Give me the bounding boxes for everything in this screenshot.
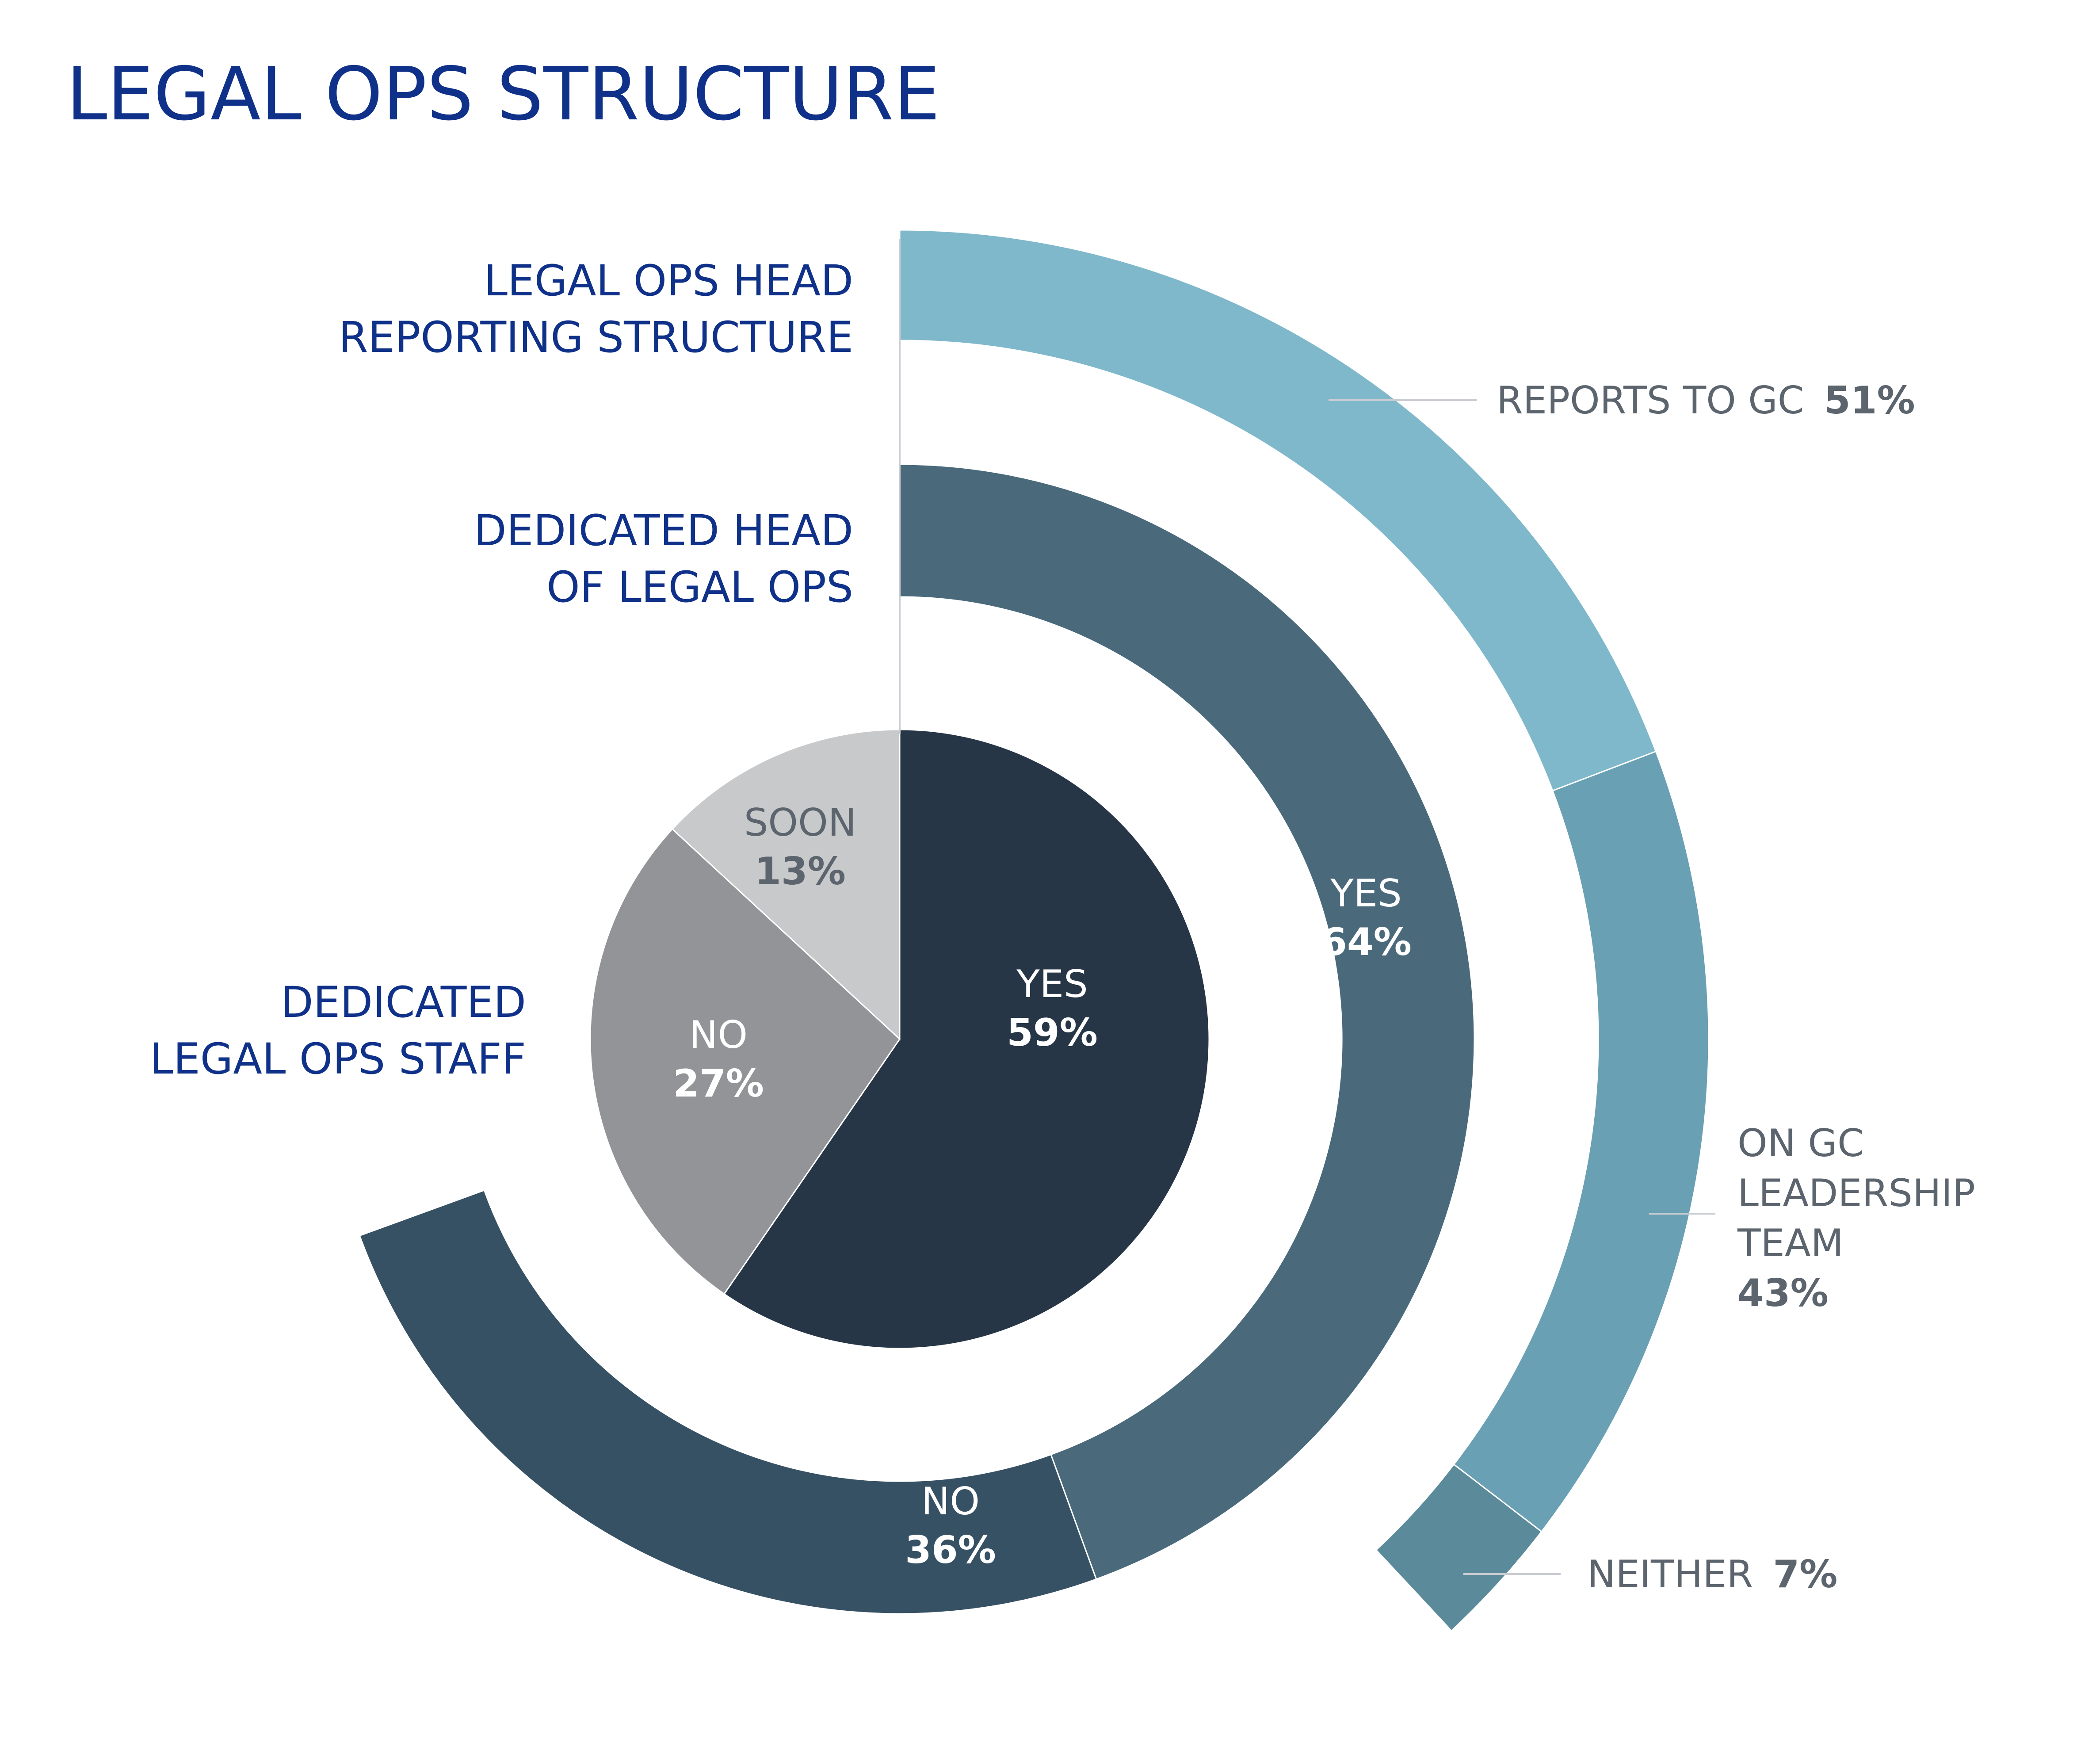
ring2-slice-no — [359, 1189, 1097, 1615]
label-reporting-structure: LEGAL OPS HEAD REPORTING STRUCTURE — [339, 256, 853, 362]
label-dedicated-staff: DEDICATED LEGAL OPS STAFF — [150, 978, 526, 1084]
head-yes-label: YES 64% — [1321, 871, 1412, 964]
chart-title: LEGAL OPS STRUCTURE — [66, 52, 940, 137]
reports-to-gc-label: REPORTS TO GC 51% — [1497, 378, 1915, 423]
staff-no-label: NO 27% — [673, 1013, 764, 1106]
ring1-slice-soon — [671, 729, 901, 1041]
head-no-label: NO 36% — [905, 1479, 996, 1572]
ring3-slice-reports-to-gc — [899, 229, 1657, 792]
ring3-slice-on-gc-leadership-team — [1453, 750, 1710, 1533]
staff-yes-label: YES 59% — [1007, 962, 1098, 1055]
label-dedicated-head: DEDICATED HEAD OF LEGAL OPS — [474, 506, 853, 612]
rings-group — [359, 229, 1710, 1632]
ring3-slice-neither — [1375, 1463, 1543, 1632]
ring2-slice-yes — [899, 463, 1475, 1580]
ring1-slice-yes — [723, 729, 1210, 1349]
ring1-slice-no — [589, 828, 901, 1295]
on-gc-leadership-team-label: ON GC LEADERSHIP TEAM 43% — [1737, 1121, 1975, 1315]
neither-label: NEITHER 7% — [1587, 1552, 1837, 1597]
staff-soon-label: SOON 13% — [744, 801, 856, 894]
labels-group: LEGAL OPS HEAD REPORTING STRUCTURE DEDICAT… — [150, 239, 1975, 1597]
